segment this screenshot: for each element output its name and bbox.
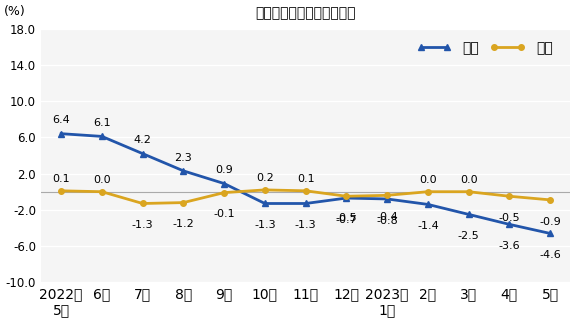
Line: 环比: 环比: [58, 187, 553, 206]
环比: [425, 190, 431, 194]
Text: -0.7: -0.7: [335, 215, 357, 225]
同比: [180, 169, 187, 173]
Text: 4.2: 4.2: [134, 135, 151, 145]
Text: -2.5: -2.5: [458, 231, 479, 241]
Text: -1.3: -1.3: [295, 220, 316, 230]
Text: 2.3: 2.3: [175, 152, 192, 162]
Text: -1.4: -1.4: [417, 221, 439, 231]
Text: 0.0: 0.0: [460, 175, 478, 185]
环比: [139, 202, 146, 205]
同比: [139, 152, 146, 156]
同比: [506, 223, 513, 226]
Text: -0.1: -0.1: [213, 209, 235, 219]
环比: [180, 201, 187, 204]
Line: 同比: 同比: [58, 130, 554, 237]
同比: [302, 202, 309, 205]
Text: 6.4: 6.4: [52, 115, 70, 125]
Text: 0.2: 0.2: [256, 173, 274, 183]
环比: [547, 198, 554, 202]
Text: (%): (%): [3, 5, 25, 18]
同比: [221, 182, 228, 185]
Text: 0.1: 0.1: [52, 174, 70, 184]
Text: 0.1: 0.1: [297, 174, 314, 184]
同比: [343, 196, 350, 200]
Text: 6.1: 6.1: [93, 118, 111, 128]
同比: [58, 132, 65, 136]
环比: [98, 190, 105, 194]
Text: -0.4: -0.4: [376, 212, 398, 222]
环比: [465, 190, 472, 194]
环比: [302, 189, 309, 193]
Text: -3.6: -3.6: [498, 241, 520, 251]
Text: -4.6: -4.6: [539, 250, 561, 260]
环比: [343, 194, 350, 198]
环比: [58, 189, 65, 193]
Text: -1.3: -1.3: [132, 220, 153, 230]
Text: -1.3: -1.3: [254, 220, 276, 230]
Text: -0.8: -0.8: [376, 216, 398, 226]
Text: 0.9: 0.9: [215, 165, 233, 175]
环比: [506, 194, 513, 198]
Text: -0.9: -0.9: [539, 216, 561, 226]
Legend: 同比, 环比: 同比, 环比: [411, 36, 558, 60]
Text: -0.5: -0.5: [498, 213, 520, 223]
同比: [547, 232, 554, 235]
环比: [384, 193, 391, 197]
Text: 0.0: 0.0: [419, 175, 437, 185]
同比: [465, 213, 472, 216]
同比: [425, 203, 431, 206]
Text: -0.5: -0.5: [336, 213, 357, 223]
Text: 0.0: 0.0: [93, 175, 111, 185]
环比: [221, 191, 228, 194]
环比: [262, 188, 268, 192]
同比: [262, 202, 268, 205]
Text: -1.2: -1.2: [173, 219, 194, 229]
同比: [384, 197, 391, 201]
同比: [98, 134, 105, 138]
Title: 工业生产者出厂价格涨跌幅: 工业生产者出厂价格涨跌幅: [255, 6, 356, 20]
